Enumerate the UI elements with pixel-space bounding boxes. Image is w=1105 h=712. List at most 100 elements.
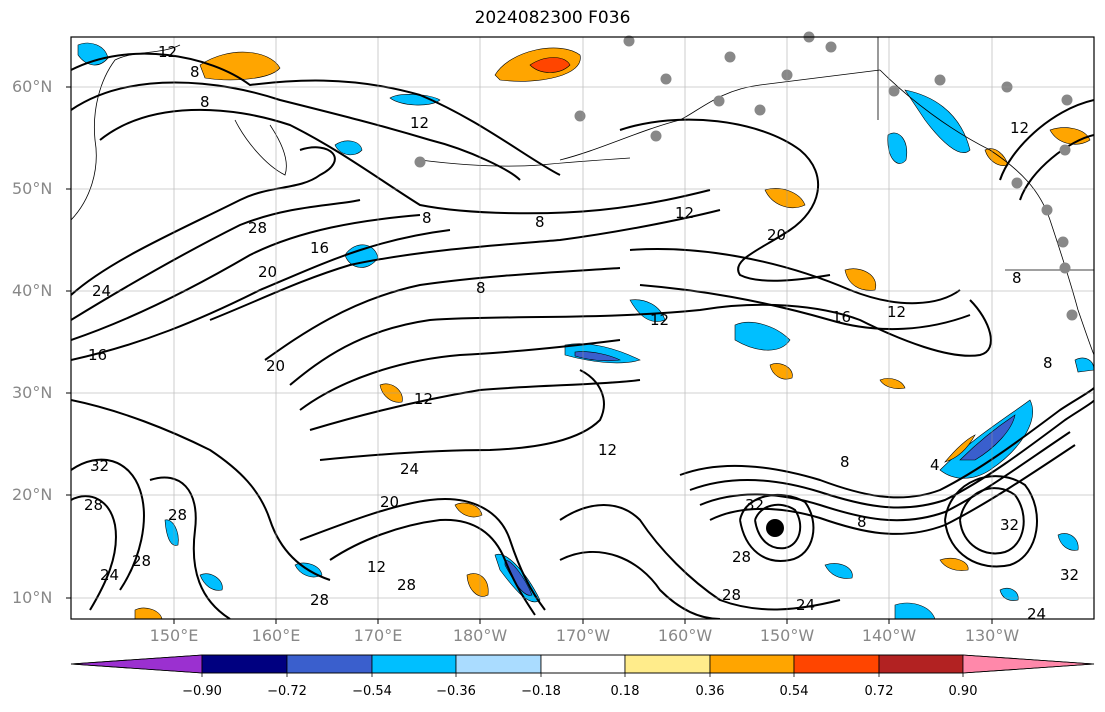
map-background (71, 37, 1094, 619)
contour-label: 28 (132, 552, 151, 570)
contour-label: 28 (310, 591, 329, 609)
colorbar-tick-label: 0.72 (864, 684, 894, 699)
contour-line (699, 431, 1071, 522)
contour-line (959, 487, 1025, 555)
contour-line (689, 399, 1094, 509)
contour-label: 12 (414, 390, 433, 408)
shaded-patch (334, 140, 363, 156)
station-dot (1061, 94, 1073, 106)
colorbar-tick-label: 0.18 (610, 684, 640, 699)
shaded-patch (1057, 533, 1079, 551)
storm-center-marker (766, 519, 784, 537)
contour-label: 28 (248, 219, 267, 237)
shaded-patch (199, 573, 223, 591)
contour-label: 32 (745, 496, 764, 514)
shaded-patch (164, 519, 179, 546)
colorbar-tick-label: −0.72 (267, 684, 307, 699)
contour-line (71, 199, 361, 321)
shaded-patch (466, 573, 489, 597)
contour-label: 4 (930, 456, 940, 474)
map-title: 2024082300 F036 (474, 8, 631, 28)
shaded-patch (389, 94, 441, 106)
contour-label: 12 (887, 303, 906, 321)
lat-label: 50°N (12, 179, 53, 198)
shaded-patch (199, 51, 281, 81)
contour-label: 28 (397, 576, 416, 594)
contour-line (679, 387, 1094, 499)
contour-label: 28 (732, 548, 751, 566)
lat-label: 30°N (12, 383, 53, 402)
station-dot (1041, 204, 1053, 216)
contour-label: 20 (258, 263, 277, 281)
colorbar-segment (201, 654, 288, 674)
lat-label: 60°N (12, 77, 53, 96)
contour-line (71, 146, 336, 296)
contour-label: 8 (535, 213, 545, 231)
station-dot (574, 110, 586, 122)
contour-labels: 12 8 8 12 28 16 20 24 16 8 8 12 20 16 12… (84, 43, 1079, 623)
contour-label: 24 (100, 566, 119, 584)
shaded-patch (629, 299, 666, 322)
station-dot (713, 95, 725, 107)
shaded-patch (734, 321, 791, 351)
lon-label: 170°W (555, 626, 611, 645)
shaded-patch (944, 434, 976, 463)
station-dot (1066, 309, 1078, 321)
colorbar-tick-label: −0.36 (436, 684, 476, 699)
contour-label: 32 (1000, 516, 1019, 534)
contour-label: 8 (422, 209, 432, 227)
contour-label: 16 (832, 308, 851, 326)
contour-label: 8 (1012, 269, 1022, 287)
colorbar-tick-label: 0.54 (779, 684, 809, 699)
contour-line (559, 551, 721, 619)
contour-label: 12 (158, 43, 177, 61)
coastline-kamchatka (234, 119, 287, 176)
contour-line (619, 118, 831, 282)
contour-label: 8 (1043, 354, 1053, 372)
shaded-patch (454, 502, 483, 518)
contour-label: 28 (722, 586, 741, 604)
colorbar-tick-label: 0.36 (695, 684, 725, 699)
shaded-patch (887, 132, 908, 164)
coastline-bc (879, 69, 1079, 311)
contour-label: 12 (1010, 119, 1029, 137)
contour-label: 16 (310, 239, 329, 257)
station-dot (1059, 144, 1071, 156)
shaded-patch (529, 57, 571, 73)
lat-label: 10°N (12, 588, 53, 607)
shaded-patch (1074, 357, 1094, 373)
contour-label: 28 (168, 506, 187, 524)
contour-label: 12 (367, 558, 386, 576)
contour-line (319, 369, 605, 461)
contour-line (71, 399, 331, 581)
shaded-patch (134, 607, 163, 619)
lon-label: 170°E (353, 626, 403, 645)
contour-label: 8 (200, 93, 210, 111)
contour-label: 20 (380, 493, 399, 511)
station-dot (934, 74, 946, 86)
station-dot (650, 130, 662, 142)
contour-line (289, 299, 992, 386)
shaded-patch (824, 563, 853, 579)
contour-line (754, 503, 802, 550)
contour-line (559, 504, 841, 611)
station-dot (623, 35, 635, 47)
lon-label: 180°W (452, 626, 508, 645)
contour-label: 20 (266, 357, 285, 375)
contour-label: 32 (1060, 566, 1079, 584)
axis-ticks (66, 86, 993, 624)
colorbar-segment (455, 654, 542, 674)
lat-label: 20°N (12, 485, 53, 504)
colorbar-segment (962, 654, 1095, 674)
contour-line (71, 229, 451, 361)
shaded-patch (844, 268, 877, 291)
lon-label: 130°W (964, 626, 1020, 645)
shaded-patch (939, 558, 969, 571)
colorbar-segment (70, 654, 203, 674)
station-dot (1057, 236, 1069, 248)
shaded-patch (984, 148, 1009, 166)
lon-label: 150°W (759, 626, 815, 645)
station-dot (660, 73, 672, 85)
contour-line (71, 52, 561, 176)
